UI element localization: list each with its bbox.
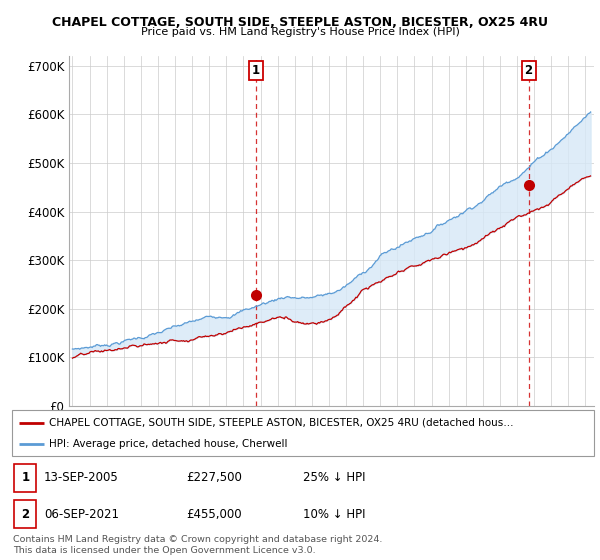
- Text: 1: 1: [22, 472, 29, 484]
- Text: 06-SEP-2021: 06-SEP-2021: [44, 508, 119, 521]
- Text: £227,500: £227,500: [187, 472, 242, 484]
- Text: 2: 2: [524, 64, 533, 77]
- Text: 25% ↓ HPI: 25% ↓ HPI: [303, 472, 365, 484]
- Text: CHAPEL COTTAGE, SOUTH SIDE, STEEPLE ASTON, BICESTER, OX25 4RU: CHAPEL COTTAGE, SOUTH SIDE, STEEPLE ASTO…: [52, 16, 548, 29]
- Text: Contains HM Land Registry data © Crown copyright and database right 2024.
This d: Contains HM Land Registry data © Crown c…: [13, 535, 383, 555]
- Text: 10% ↓ HPI: 10% ↓ HPI: [303, 508, 365, 521]
- Text: 2: 2: [22, 508, 29, 521]
- FancyBboxPatch shape: [14, 500, 37, 529]
- Text: 13-SEP-2005: 13-SEP-2005: [44, 472, 119, 484]
- Text: £455,000: £455,000: [187, 508, 242, 521]
- Text: 1: 1: [251, 64, 260, 77]
- FancyBboxPatch shape: [12, 410, 594, 456]
- FancyBboxPatch shape: [14, 464, 37, 492]
- Text: CHAPEL COTTAGE, SOUTH SIDE, STEEPLE ASTON, BICESTER, OX25 4RU (detached hous…: CHAPEL COTTAGE, SOUTH SIDE, STEEPLE ASTO…: [49, 418, 513, 428]
- Text: Price paid vs. HM Land Registry's House Price Index (HPI): Price paid vs. HM Land Registry's House …: [140, 27, 460, 37]
- Text: HPI: Average price, detached house, Cherwell: HPI: Average price, detached house, Cher…: [49, 439, 287, 449]
